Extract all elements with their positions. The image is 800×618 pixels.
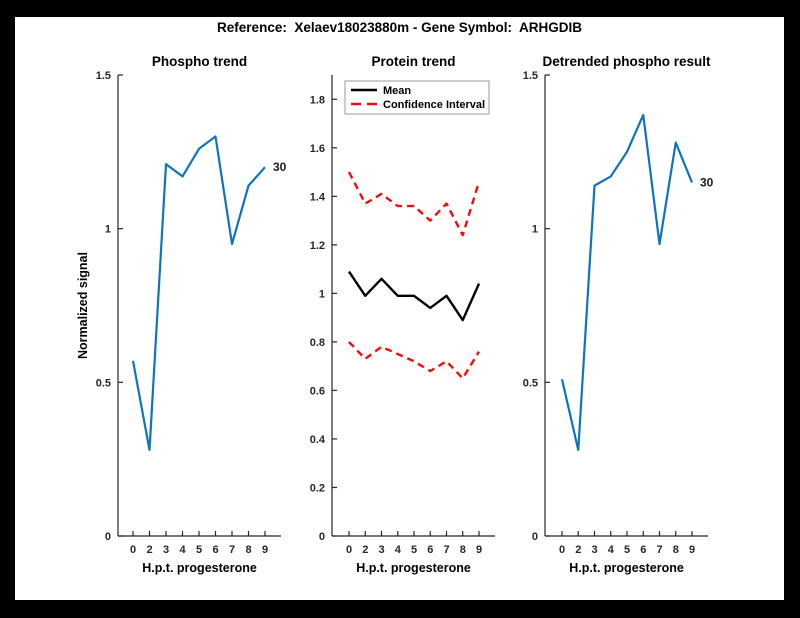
y-tick-label: 0.8 [310, 337, 325, 349]
y-tick-label: 0.5 [523, 377, 538, 389]
y-tick-label: 1 [319, 288, 325, 300]
x-tick-label: 5 [624, 544, 630, 556]
x-tick-label: 9 [689, 544, 695, 556]
x-tick-label: 8 [673, 544, 679, 556]
y-tick-label: 1.8 [310, 94, 325, 106]
x-tick-label: 5 [411, 544, 417, 556]
x-tick-label: 7 [656, 544, 662, 556]
x-tick-label: 3 [378, 544, 384, 556]
x-tick-label: 7 [229, 544, 235, 556]
series-line-phospho-signal [131, 135, 266, 452]
x-axis-label: H.p.t. progesterone [569, 561, 684, 575]
subplot-protein-trend: 00.20.40.60.811.21.41.61.80 2 3 4 5 6 7 8 9Prote… [310, 54, 495, 575]
y-axis-label: Normalized signal [76, 252, 90, 359]
figure-suptitle: Reference: Xelaev18023880m - Gene Symbol… [217, 20, 582, 35]
y-tick-label: 0.5 [96, 377, 111, 389]
x-tick-label: 9 [476, 544, 482, 556]
x-tick-label: 0 [346, 544, 352, 556]
y-tick-label: 0 [532, 531, 538, 543]
x-tick-label: 9 [262, 544, 268, 556]
endpoint-annotation: 30 [273, 160, 287, 174]
y-tick-label: 1.2 [310, 240, 325, 252]
series-line-detrended-phospho-signal [560, 113, 694, 452]
subplot-title: Protein trend [371, 54, 455, 69]
series-line-confidence-interval-upper [347, 171, 481, 237]
y-tick-label: 1.5 [96, 70, 111, 82]
matlab-figure-canvas: Reference: Xelaev18023880m - Gene Symbol… [15, 17, 784, 600]
x-tick-label: 0 [130, 544, 136, 556]
x-tick-label: 8 [460, 544, 466, 556]
legend-label: Mean [383, 85, 411, 97]
x-tick-label: 5 [196, 544, 202, 556]
x-tick-label: 2 [146, 544, 152, 556]
x-tick-label: 6 [212, 544, 218, 556]
legend-box [344, 80, 490, 115]
y-tick-label: 1.5 [523, 70, 538, 82]
y-tick-label: 0.2 [310, 482, 325, 494]
x-tick-label: 3 [591, 544, 597, 556]
endpoint-annotation: 30 [700, 176, 714, 190]
legend: Mean Confidence Interval [344, 80, 490, 115]
x-tick-label: 6 [640, 544, 646, 556]
x-tick-label: 8 [245, 544, 251, 556]
legend-label: Confidence Interval [383, 99, 485, 111]
y-tick-label: 0.6 [310, 385, 325, 397]
subplot-title: Phospho trend [152, 54, 247, 69]
x-tick-label: 6 [427, 544, 433, 556]
subplot-title: Detrended phospho result [542, 54, 711, 69]
y-tick-label: 0.4 [310, 434, 326, 446]
x-tick-label: 7 [443, 544, 449, 556]
x-tick-label: 0 [559, 544, 565, 556]
series-line-mean [348, 270, 481, 322]
y-tick-label: 1 [532, 224, 538, 236]
x-tick-label: 4 [395, 544, 402, 556]
y-tick-label: 1.6 [310, 143, 325, 155]
x-axis-label: H.p.t. progesterone [142, 561, 257, 575]
x-tick-label: 4 [608, 544, 615, 556]
y-tick-label: 1 [105, 224, 111, 236]
x-tick-label: 2 [575, 544, 581, 556]
x-axis-label: H.p.t. progesterone [356, 561, 471, 575]
x-tick-label: 2 [362, 544, 368, 556]
y-tick-label: 0 [319, 531, 325, 543]
y-tick-label: 1.4 [310, 191, 326, 203]
series-line-confidence-interval-lower [348, 341, 481, 380]
x-tick-label: 3 [163, 544, 169, 556]
x-tick-label: 4 [179, 544, 186, 556]
y-tick-label: 0 [105, 531, 111, 543]
